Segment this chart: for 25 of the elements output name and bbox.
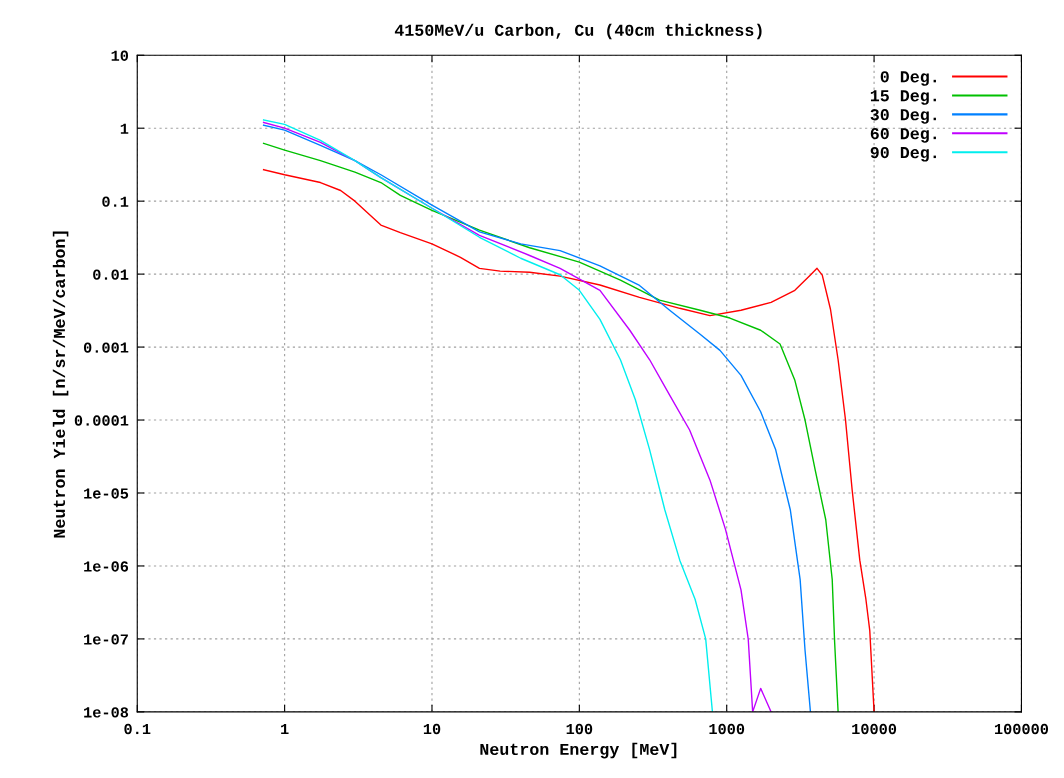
legend-label: 90 Deg. bbox=[870, 146, 936, 162]
y-tick-label: 1e-07 bbox=[84, 634, 128, 645]
chart-title: 4150MeV/u Carbon, Cu (40cm thickness) bbox=[394, 23, 762, 40]
x-tick-label: 1000 bbox=[709, 723, 745, 735]
y-axis-title: Neutron Yield [n/sr/MeV/carbon] bbox=[52, 231, 69, 538]
x-tick-label: 10 bbox=[423, 723, 441, 735]
x-tick-label: 100000 bbox=[994, 723, 1049, 735]
legend-label: 0 Deg. bbox=[880, 71, 936, 86]
y-tick-label: 1e-05 bbox=[84, 488, 129, 499]
y-tick-label: 0.0001 bbox=[74, 415, 129, 426]
y-tick-label: 1e-08 bbox=[84, 707, 129, 718]
y-tick-label: 1e-06 bbox=[84, 561, 129, 572]
x-axis-title: Neutron Energy [MeV] bbox=[480, 742, 677, 759]
y-tick-label: 1 bbox=[120, 123, 129, 134]
y-tick-label: 0.001 bbox=[83, 342, 129, 353]
legend-label: 30 Deg. bbox=[870, 109, 936, 124]
x-tick-label: 100 bbox=[566, 723, 593, 735]
legend-label: 60 Deg. bbox=[870, 128, 936, 143]
y-tick-label: 10 bbox=[111, 50, 129, 61]
y-tick-label: 0.01 bbox=[93, 269, 129, 280]
x-tick-label: 10000 bbox=[852, 723, 897, 735]
y-tick-label: 0.1 bbox=[102, 196, 129, 207]
legend-label: 15 Deg. bbox=[870, 90, 936, 105]
x-tick-label: 1 bbox=[281, 723, 289, 735]
x-tick-label: 0.1 bbox=[124, 723, 151, 735]
